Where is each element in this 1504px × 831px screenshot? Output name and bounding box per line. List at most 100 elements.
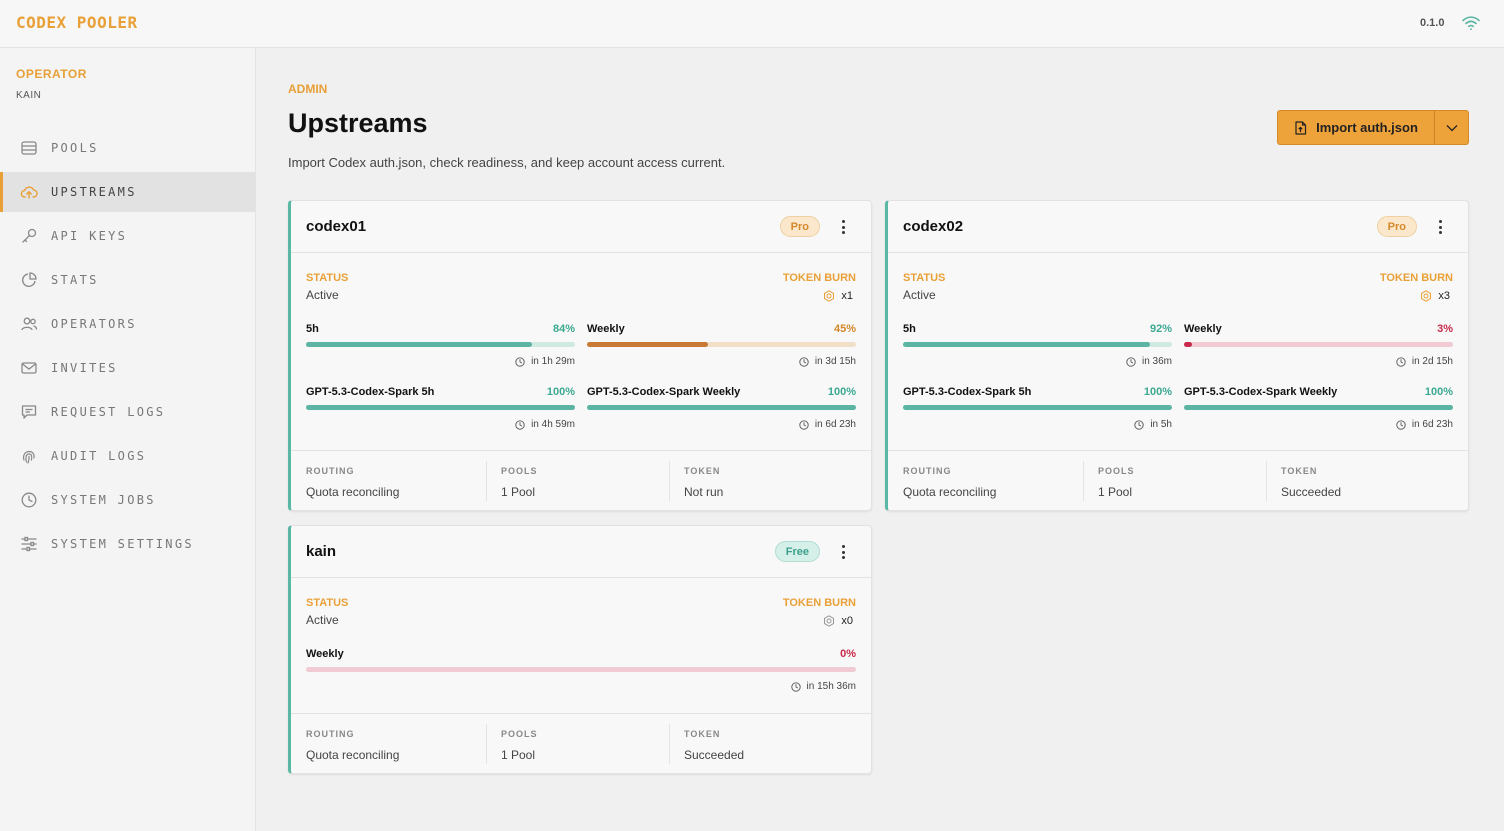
status-value: Active [903, 288, 936, 302]
clock-icon [790, 681, 801, 692]
quota-meter: Weekly 0% in 15h 36m [306, 648, 856, 694]
quota-name: GPT-5.3-Codex-Spark 5h [903, 386, 1032, 398]
operator-label: OPERATOR [16, 67, 87, 81]
wifi-icon [1462, 16, 1480, 31]
sidebar-item-stats[interactable]: STATS [0, 260, 256, 300]
quota-reset-time: in 5h [1134, 419, 1172, 430]
sidebar-item-label: REQUEST LOGS [51, 405, 166, 419]
cloud-upload-icon [20, 183, 38, 201]
quota-percent: 92% [1149, 323, 1172, 335]
card-header: kain Free [291, 526, 871, 578]
clock-icon [799, 356, 809, 367]
sliders-icon [20, 535, 38, 553]
main-content: ADMIN Upstreams Import Codex auth.json, … [256, 48, 1504, 831]
status-value: Active [306, 613, 339, 627]
users-icon [20, 315, 38, 333]
quota-progress-bar [306, 405, 575, 410]
sidebar-item-pools[interactable]: POOLS [0, 128, 256, 168]
clock-icon [1396, 419, 1406, 430]
quota-progress-bar [903, 405, 1172, 410]
page-title: Upstreams [288, 108, 428, 138]
quota-name: 5h [903, 323, 916, 335]
file-upload-icon [1295, 120, 1307, 135]
more-options-icon[interactable] [1434, 218, 1446, 236]
routing-label: ROUTING [903, 466, 952, 476]
sidebar-item-system-jobs[interactable]: SYSTEM JOBS [0, 480, 256, 520]
token-burn-label: TOKEN BURN [782, 597, 856, 609]
clock-icon [20, 491, 38, 509]
quota-name: GPT-5.3-Codex-Spark Weekly [1184, 386, 1338, 398]
token-value: Succeeded [1281, 485, 1342, 499]
plan-badge: Pro [1376, 216, 1417, 237]
pools-value[interactable]: 1 Pool [501, 748, 536, 762]
sidebar-item-invites[interactable]: INVITES [0, 348, 256, 388]
upstream-name[interactable]: codex01 [306, 218, 367, 235]
token-value: Succeeded [684, 748, 745, 762]
more-options-icon[interactable] [837, 218, 849, 236]
quota-reset-time: in 6d 23h [799, 419, 856, 430]
pools-value[interactable]: 1 Pool [1098, 485, 1133, 499]
pools-cell: POOLS 1 Pool [486, 451, 669, 510]
card-footer: ROUTING Quota reconciling POOLS 1 Pool T… [291, 450, 871, 510]
quota-meter: Weekly 3% in 2d 15h [1184, 323, 1453, 369]
sidebar-item-label: SYSTEM SETTINGS [51, 537, 194, 551]
card-header: codex01 Pro [291, 201, 871, 253]
key-icon [20, 227, 38, 245]
sidebar-item-api-keys[interactable]: API KEYS [0, 216, 256, 256]
quota-reset-time: in 2d 15h [1396, 356, 1453, 367]
import-auth-button[interactable]: Import auth.json [1278, 111, 1435, 144]
operator-name: KAIN [16, 90, 42, 101]
pools-label: POOLS [501, 466, 538, 476]
token-burn-multiplier: x3 [1438, 290, 1450, 302]
upstream-name[interactable]: kain [306, 543, 337, 560]
sidebar-item-operators[interactable]: OPERATORS [0, 304, 256, 344]
pools-cell: POOLS 1 Pool [1083, 451, 1266, 510]
quota-progress-fill [306, 405, 575, 410]
quota-reset-time: in 1h 29m [515, 356, 575, 367]
sidebar-item-label: API KEYS [51, 229, 128, 243]
clock-icon [1134, 419, 1144, 430]
quota-reset-time: in 15h 36m [790, 681, 856, 692]
pools-cell: POOLS 1 Pool [486, 714, 669, 773]
app-brand[interactable]: CODEX POOLER [16, 13, 138, 32]
sidebar-item-request-logs[interactable]: REQUEST LOGS [0, 392, 256, 432]
quota-progress-bar [1184, 342, 1453, 347]
upstream-name[interactable]: codex02 [903, 218, 964, 235]
app-version: 0.1.0 [1420, 17, 1445, 29]
sidebar: OPERATOR KAIN POOLS UPSTREAMS API KEYS S… [0, 48, 256, 831]
quota-progress-bar [306, 342, 575, 347]
quota-name: GPT-5.3-Codex-Spark 5h [306, 386, 435, 398]
routing-value: Quota reconciling [903, 485, 997, 499]
sidebar-item-upstreams[interactable]: UPSTREAMS [0, 172, 256, 212]
more-options-icon[interactable] [837, 543, 849, 561]
import-dropdown-toggle[interactable] [1435, 111, 1468, 144]
sidebar-item-label: SYSTEM JOBS [51, 493, 156, 507]
quota-meter: Weekly 45% in 3d 15h [587, 323, 856, 369]
message-icon [20, 403, 38, 421]
sidebar-nav: POOLS UPSTREAMS API KEYS STATS OPERATORS [0, 128, 256, 568]
quota-percent: 84% [552, 323, 575, 335]
quota-reset-time: in 6d 23h [1396, 419, 1453, 430]
quota-progress-fill [1184, 342, 1193, 347]
quota-meter: GPT-5.3-Codex-Spark 5h 100% in 4h 59m [306, 386, 575, 432]
quota-percent: 100% [1143, 386, 1172, 398]
quota-percent: 3% [1437, 323, 1453, 335]
routing-label: ROUTING [306, 466, 355, 476]
token-label: TOKEN [684, 729, 721, 739]
routing-value: Quota reconciling [306, 485, 400, 499]
breadcrumb[interactable]: ADMIN [288, 82, 328, 96]
pie-chart-icon [20, 271, 38, 289]
status-label: STATUS [903, 272, 946, 284]
token-burn-label: TOKEN BURN [1379, 272, 1453, 284]
routing-value: Quota reconciling [306, 748, 400, 762]
import-auth-label: Import auth.json [1316, 120, 1418, 135]
sidebar-item-system-settings[interactable]: SYSTEM SETTINGS [0, 524, 256, 564]
quota-progress-fill [903, 342, 1151, 347]
clock-icon [1126, 356, 1136, 367]
sidebar-item-audit-logs[interactable]: AUDIT LOGS [0, 436, 256, 476]
quota-progress-bar [587, 342, 856, 347]
token-burn-value: x1 [823, 290, 853, 302]
quota-progress-fill [306, 342, 532, 347]
pools-value[interactable]: 1 Pool [501, 485, 536, 499]
quota-percent: 0% [840, 648, 856, 660]
